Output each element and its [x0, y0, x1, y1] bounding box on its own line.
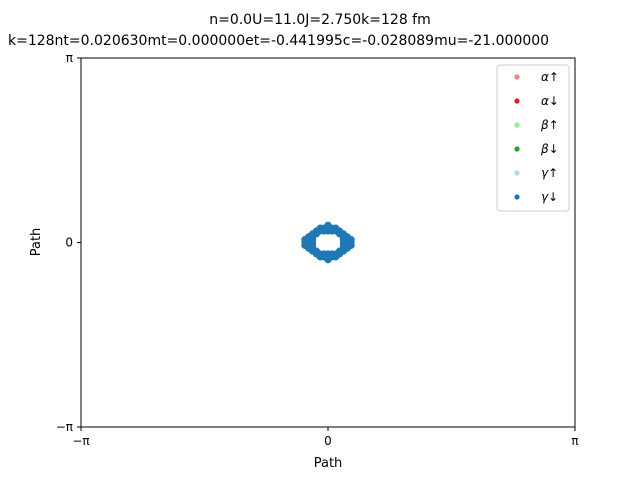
legend-marker-4 — [514, 170, 520, 176]
legend: α↑ α↓ β↑ β↓ γ↑ γ↓ — [496, 64, 570, 212]
legend-marker-2 — [514, 122, 520, 128]
x-tick-label-0: −π — [72, 434, 89, 448]
chart-title: n=0.0U=11.0J=2.750k=128 fm — [209, 12, 431, 28]
x-tick-label-1: 0 — [324, 434, 332, 448]
legend-marker-1 — [514, 98, 520, 104]
data-point-s5-59 — [324, 256, 332, 264]
legend-label-3: β↓ — [540, 142, 559, 156]
legend-label-1: α↓ — [541, 94, 559, 108]
data-point-s5-58 — [324, 221, 332, 229]
legend-label-5: γ↓ — [541, 190, 558, 204]
y-tick-label-0: −π — [56, 420, 73, 434]
x-tick-label-2: π — [571, 434, 578, 448]
legend-box — [496, 64, 570, 212]
data-point-s5-54 — [347, 241, 355, 249]
legend-label-4: γ↑ — [541, 166, 558, 180]
y-tick-label-2: π — [66, 51, 73, 65]
points-layer — [301, 221, 355, 264]
data-point-s5-51 — [320, 227, 328, 235]
legend-label-0: α↑ — [541, 70, 559, 84]
data-point-s5-57 — [301, 241, 309, 249]
ticks-layer: −π 0 π −π 0 π — [56, 51, 579, 448]
y-axis-label: Path — [29, 228, 44, 257]
legend-marker-0 — [514, 74, 520, 80]
legend-marker-5 — [514, 194, 520, 200]
x-axis-label: Path — [314, 456, 343, 471]
data-point-s5-53 — [347, 236, 355, 244]
data-point-s5-56 — [301, 236, 309, 244]
legend-label-2: β↑ — [540, 118, 559, 132]
chart-subtitle: k=128nt=0.020630mt=0.000000et=-0.441995c… — [8, 33, 550, 49]
y-tick-label-1: 0 — [65, 236, 73, 250]
legend-marker-3 — [514, 146, 520, 152]
